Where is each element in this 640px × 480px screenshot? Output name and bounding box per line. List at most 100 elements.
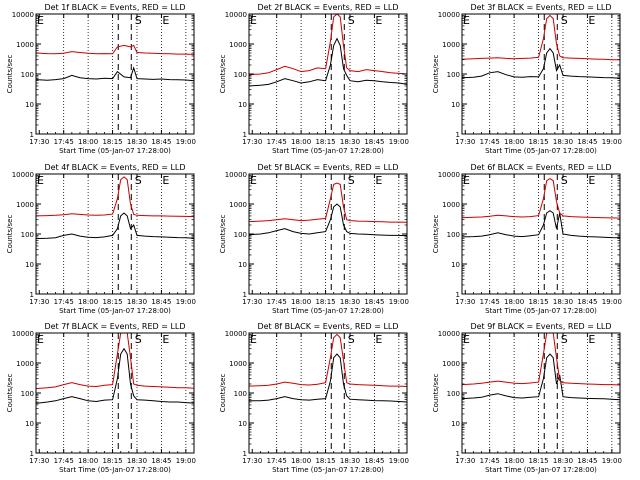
- x-tick-label: 19:00: [176, 138, 196, 146]
- x-tick-label: 18:15: [102, 138, 122, 146]
- y-tick-label: 100: [21, 390, 34, 398]
- y-tick-label: 1000: [229, 201, 247, 209]
- interval-marker-label: E: [463, 174, 470, 187]
- y-tick-label: 100: [21, 231, 34, 239]
- y-tick-label: 10000: [438, 330, 460, 338]
- panel-title: Det 9f BLACK = Events, RED = LLD: [470, 322, 611, 331]
- interval-marker-label: E: [463, 14, 470, 27]
- x-axis-label: Start Time (05-Jan-07 17:28:00): [485, 307, 597, 315]
- y-tick-label: 10: [238, 261, 247, 269]
- y-tick-label: 100: [234, 231, 247, 239]
- x-tick-label: 18:15: [102, 457, 122, 465]
- panel-title: Det 5f BLACK = Events, RED = LLD: [257, 163, 398, 172]
- x-tick-label: 18:45: [577, 138, 597, 146]
- panel-title: Det 7f BLACK = Events, RED = LLD: [44, 322, 185, 331]
- interval-marker-label: E: [375, 174, 382, 187]
- x-tick-label: 19:00: [176, 457, 196, 465]
- series-events-line: [249, 353, 407, 403]
- y-tick-label: 100: [447, 231, 460, 239]
- axes-frame: [35, 13, 195, 135]
- x-tick-label: 17:30: [242, 298, 262, 306]
- y-axis-label: Counts/sec: [432, 374, 440, 413]
- y-tick-label: 10: [25, 420, 34, 428]
- panel-7: Det 7f BLACK = Events, RED = LLD 17:30 17:…: [6, 322, 196, 474]
- y-tick-label: 1: [456, 291, 460, 299]
- x-tick-label: 17:45: [54, 457, 74, 465]
- series-events-line: [36, 66, 194, 82]
- series-lld-line: [249, 182, 407, 223]
- y-axis-label: Counts/sec: [432, 215, 440, 254]
- y-tick-label: 1: [30, 291, 34, 299]
- y-tick-label: 10000: [12, 11, 34, 19]
- x-tick-label: 18:15: [315, 457, 335, 465]
- x-tick-label: 18:15: [102, 298, 122, 306]
- x-axis-label: Start Time (05-Jan-07 17:28:00): [272, 147, 384, 155]
- y-tick-label: 10000: [225, 330, 247, 338]
- y-tick-label: 10000: [12, 171, 34, 179]
- x-tick-label: 17:45: [267, 138, 287, 146]
- interval-marker-label: E: [250, 14, 257, 27]
- x-tick-label: 17:45: [480, 457, 500, 465]
- x-tick-label: 19:00: [389, 138, 409, 146]
- x-tick-label: 18:30: [553, 457, 573, 465]
- panel-1: Det 1f BLACK = Events, RED = LLD 17:30 17:…: [6, 3, 196, 155]
- y-tick-label: 100: [447, 71, 460, 79]
- x-tick-label: 18:00: [504, 457, 524, 465]
- x-tick-label: 18:30: [127, 457, 147, 465]
- x-tick-label: 18:30: [340, 298, 360, 306]
- x-tick-label: 17:30: [29, 298, 49, 306]
- y-tick-label: 10: [25, 261, 34, 269]
- interval-marker-label: E: [37, 174, 44, 187]
- y-tick-label: 10: [451, 101, 460, 109]
- panel-9: Det 9f BLACK = Events, RED = LLD 17:30 17:…: [432, 322, 622, 474]
- y-tick-label: 10: [451, 420, 460, 428]
- x-tick-label: 18:15: [315, 138, 335, 146]
- panel-title: Det 3f BLACK = Events, RED = LLD: [470, 3, 611, 12]
- y-axis-label: Counts/sec: [432, 55, 440, 94]
- interval-marker-label: E: [588, 14, 595, 27]
- series-lld-line: [462, 14, 620, 61]
- x-tick-label: 17:45: [267, 298, 287, 306]
- y-tick-label: 1000: [16, 201, 34, 209]
- interval-marker-label: E: [162, 174, 169, 187]
- x-tick-label: 18:45: [151, 138, 171, 146]
- y-tick-label: 1: [30, 131, 34, 139]
- x-tick-label: 18:45: [364, 457, 384, 465]
- x-tick-label: 17:30: [455, 138, 475, 146]
- x-tick-label: 18:00: [78, 457, 98, 465]
- x-tick-label: 19:00: [389, 298, 409, 306]
- panel-6: Det 6f BLACK = Events, RED = LLD 17:30 17:…: [432, 163, 622, 315]
- x-axis-label: Start Time (05-Jan-07 17:28:00): [59, 466, 171, 474]
- interval-marker-label: E: [588, 174, 595, 187]
- x-tick-label: 18:00: [291, 457, 311, 465]
- y-tick-label: 10: [451, 261, 460, 269]
- y-tick-label: 1: [243, 291, 247, 299]
- x-tick-label: 18:30: [340, 138, 360, 146]
- y-tick-label: 1000: [16, 41, 34, 49]
- y-tick-label: 10000: [225, 171, 247, 179]
- y-tick-label: 10000: [438, 171, 460, 179]
- series-lld-line: [36, 333, 194, 390]
- plot-area: [249, 182, 407, 237]
- y-tick-label: 10: [25, 101, 34, 109]
- interval-marker-label: S: [135, 333, 142, 346]
- series-lld-line: [249, 14, 407, 76]
- series-lld-line: [36, 44, 194, 55]
- x-tick-label: 19:00: [602, 138, 622, 146]
- plot-area: [462, 14, 620, 79]
- axes-frame: [461, 332, 621, 454]
- x-tick-label: 18:30: [553, 138, 573, 146]
- y-axis-label: Counts/sec: [6, 374, 14, 413]
- series-events-line: [249, 203, 407, 237]
- series-lld-line: [462, 333, 620, 386]
- y-tick-label: 1000: [442, 201, 460, 209]
- x-tick-label: 17:45: [54, 138, 74, 146]
- plot-area: [36, 176, 194, 240]
- y-tick-label: 1000: [229, 360, 247, 368]
- x-tick-label: 18:30: [127, 138, 147, 146]
- x-tick-label: 18:00: [78, 138, 98, 146]
- interval-marker-label: S: [348, 333, 355, 346]
- x-tick-label: 18:30: [553, 298, 573, 306]
- panel-8: Det 8f BLACK = Events, RED = LLD 17:30 17:…: [219, 322, 409, 474]
